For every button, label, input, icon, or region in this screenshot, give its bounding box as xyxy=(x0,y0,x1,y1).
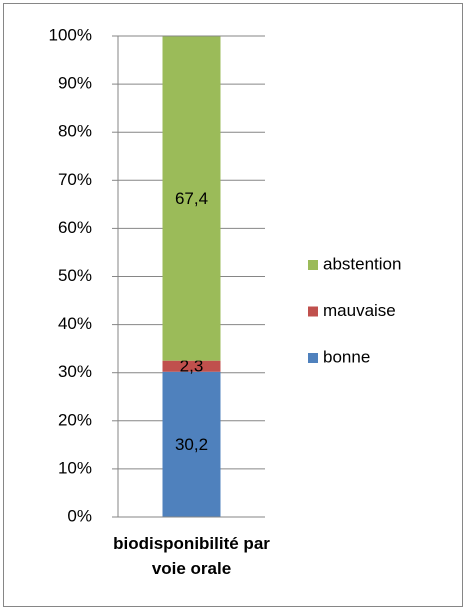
y-tick-label: 50% xyxy=(58,266,92,285)
data-label: 2,3 xyxy=(180,357,204,376)
y-tick-label: 70% xyxy=(58,170,92,189)
bar-segment xyxy=(162,36,221,361)
legend-label: abstention xyxy=(323,254,401,273)
y-tick-label: 10% xyxy=(58,458,92,477)
x-tick-label: biodisponibilité par voie orale xyxy=(113,534,270,578)
y-tick-label: 90% xyxy=(58,74,92,93)
legend-swatch xyxy=(308,306,318,317)
legend-swatch xyxy=(308,353,318,363)
data-label: 67,4 xyxy=(175,189,208,208)
bar-segment xyxy=(162,371,221,517)
y-tick-label: 100% xyxy=(49,25,92,44)
legend-swatch xyxy=(308,260,318,270)
y-tick-label: 80% xyxy=(58,122,92,141)
y-tick-label: 40% xyxy=(58,314,92,333)
y-tick-label: 20% xyxy=(58,410,92,429)
legend-label: bonne xyxy=(323,347,370,366)
y-tick-label: 30% xyxy=(58,362,92,381)
data-label: 30,2 xyxy=(175,435,208,454)
legend-label: mauvaise xyxy=(323,301,396,320)
y-tick-label: 60% xyxy=(58,218,92,237)
y-tick-label: 0% xyxy=(67,506,92,525)
bar-segment xyxy=(162,360,221,372)
chart-border xyxy=(3,3,463,607)
